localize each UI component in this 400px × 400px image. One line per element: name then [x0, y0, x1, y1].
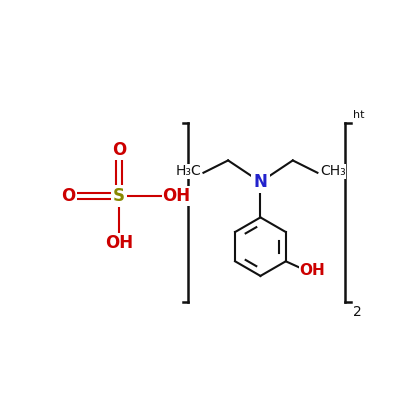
- Text: CH₃: CH₃: [320, 164, 346, 178]
- Text: OH: OH: [300, 263, 326, 278]
- Text: S: S: [113, 187, 125, 205]
- Text: ht: ht: [352, 110, 364, 120]
- Text: O: O: [61, 187, 75, 205]
- Text: 2: 2: [352, 305, 361, 319]
- Text: H₃C: H₃C: [175, 164, 201, 178]
- Text: OH: OH: [105, 234, 133, 252]
- Text: OH: OH: [163, 187, 191, 205]
- Text: O: O: [112, 141, 126, 159]
- Text: N: N: [254, 173, 267, 191]
